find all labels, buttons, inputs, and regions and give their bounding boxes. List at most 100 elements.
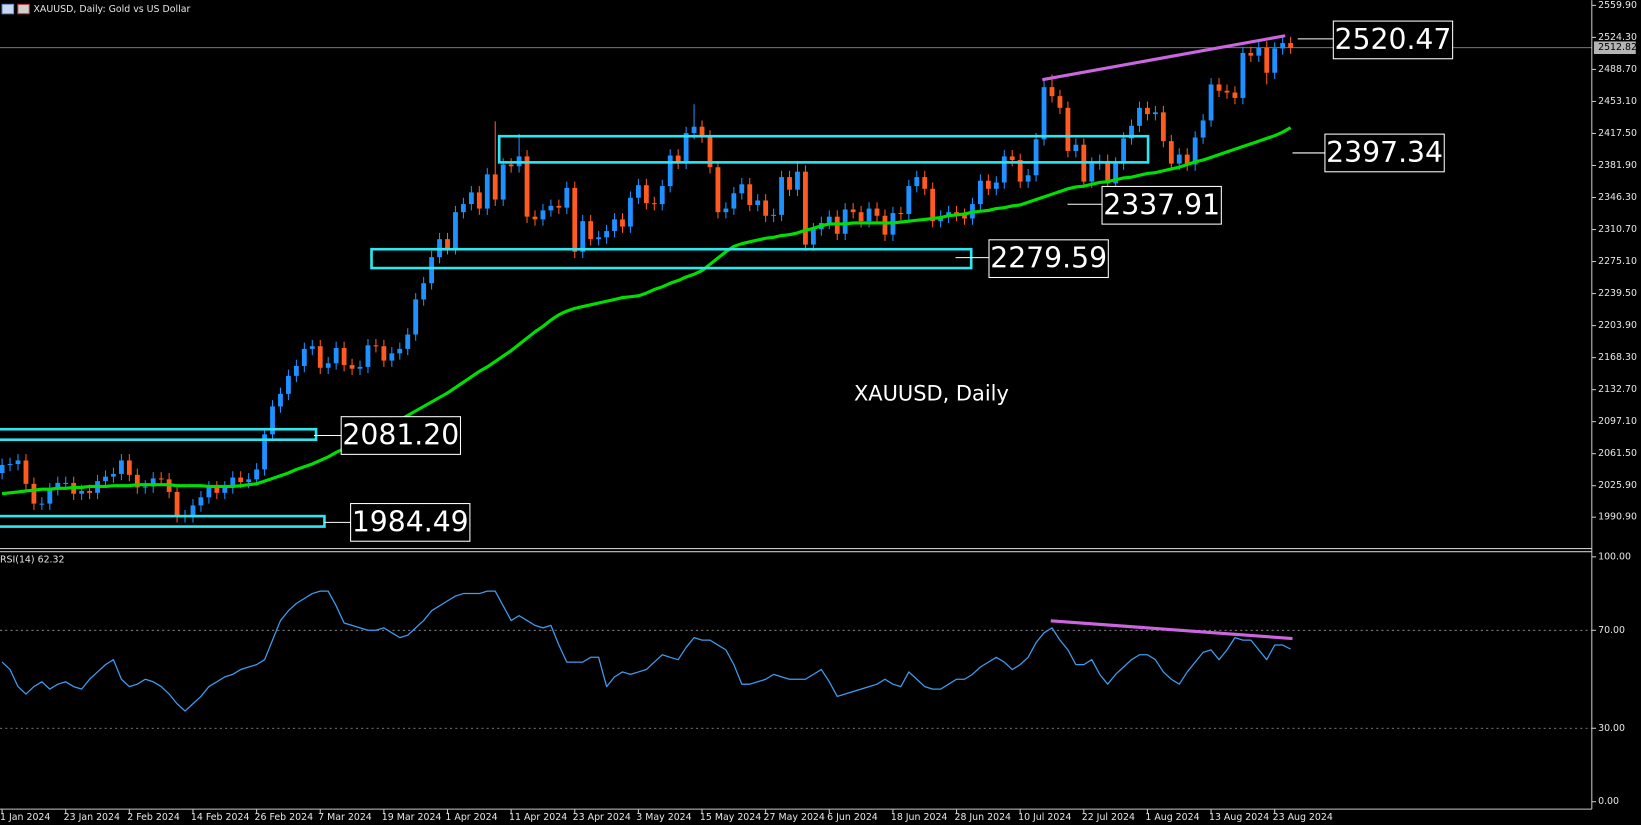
candle-body <box>270 406 275 435</box>
candle-body <box>739 184 745 194</box>
candle-body <box>707 136 713 168</box>
candle-body <box>842 209 848 234</box>
candle-body <box>596 237 602 240</box>
candle-body <box>254 469 260 480</box>
x-tick-label: 10 Jul 2024 <box>1018 812 1071 823</box>
candle-body <box>445 239 450 249</box>
candle-body <box>906 186 912 214</box>
candle-body <box>635 185 641 198</box>
candle-body <box>548 205 554 211</box>
annotation-label: 2279.59 <box>990 242 1107 275</box>
watermark: XAUUSD, Daily <box>854 382 1009 406</box>
candle-body <box>612 219 617 232</box>
candle-body <box>1288 43 1294 48</box>
candle-body <box>453 212 458 249</box>
candle-body <box>1256 47 1262 56</box>
candle-body <box>1113 163 1119 184</box>
support-zone <box>0 514 326 528</box>
candle-body <box>699 126 705 137</box>
annotation-box <box>1332 20 1454 60</box>
candle-body <box>779 177 784 215</box>
x-tick-label: 7 Mar 2024 <box>318 812 372 823</box>
chart-title: XAUUSD, Daily: Gold vs US Dollar <box>33 4 190 15</box>
candle-body <box>1009 156 1015 160</box>
candle-body <box>787 177 792 190</box>
candle-body <box>7 464 13 466</box>
candle-body <box>1224 90 1230 93</box>
x-tick-label: 28 Jun 2024 <box>954 812 1011 823</box>
trendline <box>1050 619 1293 641</box>
x-tick-label: 23 Jan 2024 <box>64 812 120 823</box>
x-tick-label: 3 May 2024 <box>636 812 691 823</box>
x-tick-label: 27 May 2024 <box>764 812 825 823</box>
candle-body <box>278 393 283 407</box>
candle-body <box>715 167 721 213</box>
candle-body <box>1272 48 1278 73</box>
x-tick-label: 22 Jul 2024 <box>1082 812 1135 823</box>
candle-body <box>389 353 395 361</box>
candle-body <box>1129 125 1134 139</box>
candle-body <box>588 221 594 240</box>
y-tick-label: 100.00 <box>1598 551 1631 562</box>
candle-body <box>866 208 872 222</box>
candle-body <box>309 346 315 349</box>
rsi-title: RSI(14) 62.32 <box>0 555 65 566</box>
candle-body <box>985 180 991 189</box>
annotation-label: 2081.20 <box>342 419 459 452</box>
x-tick-label: 26 Feb 2024 <box>255 812 314 823</box>
candle-body <box>978 180 983 205</box>
candle-body <box>23 460 29 484</box>
candle-body <box>1057 96 1063 108</box>
candle-body <box>1232 92 1238 98</box>
candle-body <box>604 231 609 238</box>
candle-body <box>158 478 164 480</box>
y-tick-label: 70.00 <box>1598 625 1625 636</box>
support-zone <box>0 427 318 442</box>
x-tick-label: 23 Aug 2024 <box>1273 812 1333 823</box>
candle-body <box>492 174 498 200</box>
candle-body <box>429 257 435 284</box>
candle-body <box>1105 160 1111 184</box>
y-tick-label: 2275.10 <box>1598 256 1637 267</box>
candle-body <box>1089 163 1095 182</box>
candle-body <box>810 229 816 245</box>
candle-body <box>1192 137 1198 165</box>
candle-body <box>15 460 21 465</box>
candle-body <box>723 208 729 213</box>
annotation-box <box>988 239 1109 279</box>
candle-body <box>1168 141 1174 164</box>
candle-body <box>1200 120 1206 138</box>
candle-body <box>675 155 681 163</box>
annotation-label: 2397.34 <box>1326 136 1443 169</box>
candle-body <box>564 187 570 208</box>
annotation-labels: 2520.47 2397.34 2337.91 2279.59 2081.20 1984.… <box>313 20 1454 542</box>
candle-body <box>1137 107 1142 126</box>
candle-body <box>484 174 490 209</box>
candle-body <box>580 221 586 252</box>
candle-body <box>667 155 673 187</box>
last-price-box <box>1593 41 1636 55</box>
candle-body <box>1073 144 1079 152</box>
y-tick-label: 30.00 <box>1598 723 1625 734</box>
candle-body <box>858 212 864 222</box>
candle-body <box>246 479 252 483</box>
candle-body <box>413 299 419 335</box>
chart-icon[interactable] <box>17 3 30 15</box>
candle-body <box>365 345 371 367</box>
y-tick-label: 2488.70 <box>1598 64 1637 75</box>
candle-body <box>39 503 45 505</box>
candle-body <box>190 505 196 517</box>
candle-body <box>1025 175 1031 182</box>
annotation-label: 2520.47 <box>1335 23 1452 56</box>
candle-body <box>532 216 538 220</box>
y-tick-label: 2417.50 <box>1598 128 1637 139</box>
menu-icon[interactable] <box>1 3 15 15</box>
candle-body <box>198 497 204 506</box>
y-tick-label: 2453.10 <box>1598 96 1637 107</box>
candle-body <box>1184 154 1190 165</box>
candle-body <box>659 186 665 205</box>
candle-body <box>922 177 928 189</box>
candle-body <box>930 188 936 222</box>
